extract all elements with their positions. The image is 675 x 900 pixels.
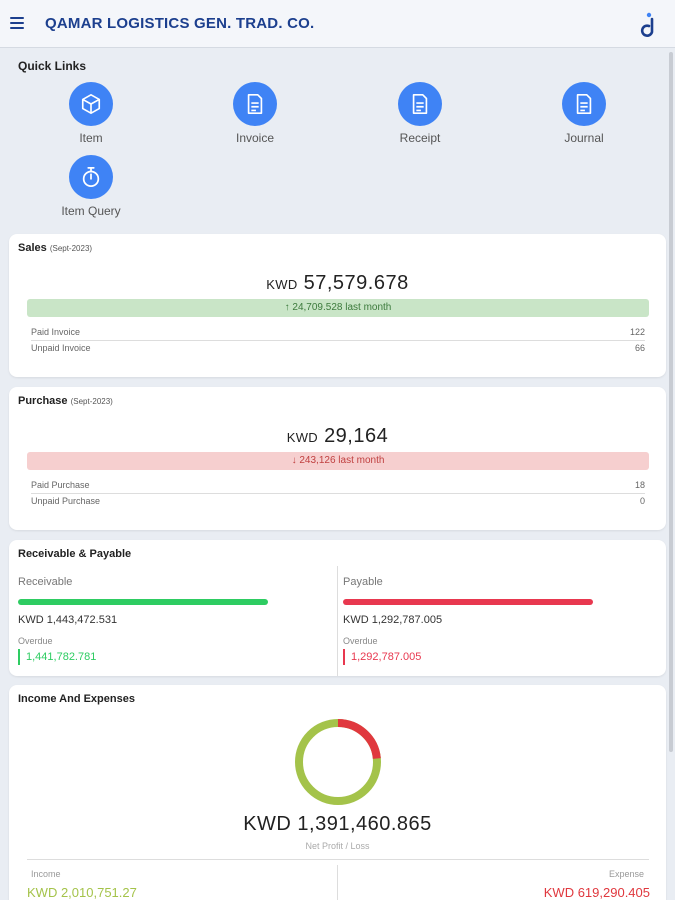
document-icon[interactable] — [233, 82, 277, 126]
sales-card[interactable]: Sales (Sept-2023) KWD 57,579.678 ↑ 24,70… — [9, 234, 666, 377]
arrow-up-icon: ↑ — [284, 302, 290, 313]
quick-link-label: Item Query — [61, 204, 121, 218]
income-label: Income — [31, 869, 61, 879]
receivable-bar — [18, 599, 268, 605]
payable-overdue-amount: 1,292,787.005 — [343, 649, 421, 665]
company-title: QAMAR LOGISTICS GEN. TRAD. CO. — [45, 15, 315, 32]
unpaid-purchase-row[interactable]: Unpaid Purchase 0 — [31, 496, 645, 506]
stopwatch-icon[interactable] — [69, 155, 113, 199]
quick-link-label: Item — [79, 131, 103, 145]
document-icon[interactable] — [562, 82, 606, 126]
quick-link-receipt[interactable]: Receipt — [365, 82, 475, 145]
hamburger-menu-icon[interactable] — [10, 17, 24, 29]
receivable-overdue-amount: 1,441,782.781 — [18, 649, 96, 665]
purchase-amount: KWD 29,164 — [286, 425, 389, 447]
cube-icon[interactable] — [69, 82, 113, 126]
purchase-title: Purchase (Sept-2023) — [18, 395, 113, 407]
app-logo-icon[interactable] — [639, 11, 657, 37]
arrow-down-icon: ↓ — [291, 455, 297, 466]
net-profit-amount: KWD 1,391,460.865 — [243, 813, 432, 835]
purchase-card[interactable]: Purchase (Sept-2023) KWD 29,164 ↓ 243,12… — [9, 387, 666, 530]
payable-label: Payable — [343, 576, 383, 588]
receivable-payable-card[interactable]: Receivable & Payable Receivable KWD 1,44… — [9, 540, 666, 676]
app-bar: QAMAR LOGISTICS GEN. TRAD. CO. — [0, 0, 675, 48]
income-expenses-title: Income And Expenses — [18, 693, 135, 705]
sales-trend-badge: ↑ 24,709.528 last month — [27, 299, 649, 317]
payable-bar — [343, 599, 593, 605]
paid-purchase-row[interactable]: Paid Purchase 18 — [31, 480, 645, 490]
paid-invoice-row[interactable]: Paid Invoice 122 — [31, 327, 645, 337]
document-icon[interactable] — [398, 82, 442, 126]
income-expense-donut-chart — [295, 719, 381, 805]
quick-links-title: Quick Links — [18, 59, 87, 73]
receivable-amount: KWD 1,443,472.531 — [18, 614, 118, 626]
income-amount: KWD 2,010,751.27 — [27, 885, 137, 900]
unpaid-invoice-row[interactable]: Unpaid Invoice 66 — [31, 343, 645, 353]
expense-amount: KWD 619,290.405 — [543, 885, 650, 900]
quick-link-label: Receipt — [399, 131, 441, 145]
receivable-overdue-label: Overdue — [18, 636, 53, 646]
expense-label: Expense — [608, 869, 644, 879]
scrollbar[interactable] — [669, 52, 673, 752]
receivable-section[interactable]: Receivable KWD 1,443,472.531 Overdue 1,4… — [9, 566, 329, 676]
quick-link-item[interactable]: Item — [36, 82, 146, 145]
quick-link-label: Journal — [564, 131, 604, 145]
quick-link-journal[interactable]: Journal — [529, 82, 639, 145]
quick-link-item-query[interactable]: Item Query — [36, 155, 146, 218]
receivable-payable-title: Receivable & Payable — [18, 548, 132, 560]
income-expenses-card[interactable]: Income And Expenses KWD 1,391,460.865 Ne… — [9, 685, 666, 900]
payable-amount: KWD 1,292,787.005 — [343, 614, 443, 626]
receivable-label: Receivable — [18, 576, 73, 588]
sales-amount: KWD 57,579.678 — [266, 272, 409, 294]
payable-section[interactable]: Payable KWD 1,292,787.005 Overdue 1,292,… — [334, 566, 654, 676]
donut-expense-segment — [295, 719, 381, 805]
net-profit-label: Net Profit / Loss — [305, 841, 370, 851]
quick-link-label: Invoice — [235, 131, 275, 145]
quick-link-invoice[interactable]: Invoice — [200, 82, 310, 145]
sales-title: Sales (Sept-2023) — [18, 242, 93, 254]
payable-overdue-label: Overdue — [343, 636, 378, 646]
purchase-trend-badge: ↓ 243,126 last month — [27, 452, 649, 470]
